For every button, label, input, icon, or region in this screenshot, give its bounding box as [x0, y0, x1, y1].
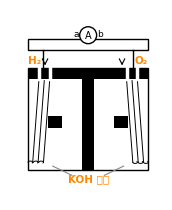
Bar	[28, 68, 148, 170]
Bar	[48, 116, 62, 128]
Text: A: A	[85, 31, 92, 41]
Text: H₂: H₂	[28, 56, 41, 66]
Text: O₂: O₂	[135, 56, 148, 66]
Text: b: b	[98, 30, 103, 39]
Text: KOH 溶液: KOH 溶液	[68, 174, 109, 184]
Bar	[28, 39, 148, 50]
Text: a: a	[73, 30, 79, 39]
Bar	[28, 68, 148, 79]
Bar	[82, 79, 94, 170]
Circle shape	[80, 27, 97, 44]
Bar	[114, 116, 128, 128]
